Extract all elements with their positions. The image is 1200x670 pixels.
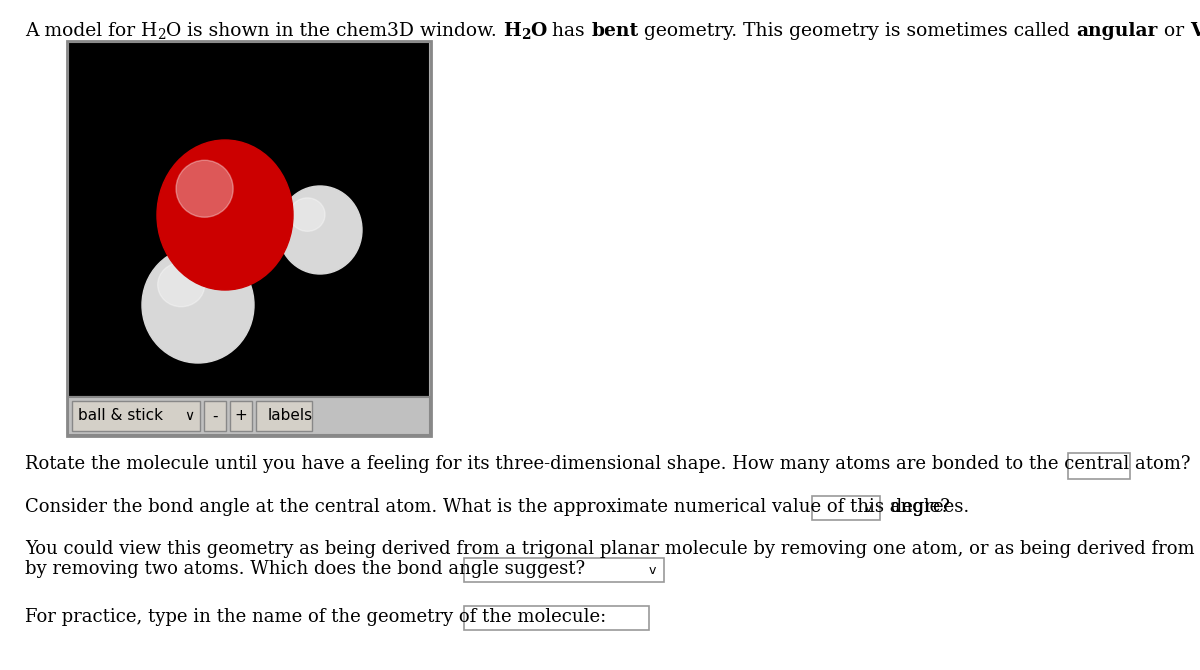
Ellipse shape — [142, 247, 254, 363]
Text: 2: 2 — [521, 28, 530, 42]
Text: 2: 2 — [157, 28, 166, 42]
Text: H: H — [142, 22, 157, 40]
Text: or: or — [1158, 22, 1189, 40]
FancyBboxPatch shape — [230, 401, 252, 431]
Text: Rotate the molecule until you have a feeling for its three-dimensional shape. Ho: Rotate the molecule until you have a fee… — [25, 455, 1190, 473]
Text: is shown in the chem3D window.: is shown in the chem3D window. — [181, 22, 503, 40]
Ellipse shape — [157, 140, 293, 290]
Text: Consider the bond angle at the central atom. What is the approximate numerical v: Consider the bond angle at the central a… — [25, 498, 950, 516]
Text: -: - — [212, 409, 217, 423]
Text: A model for: A model for — [25, 22, 142, 40]
Text: by removing two atoms. Which does the bond angle suggest?: by removing two atoms. Which does the bo… — [25, 560, 586, 578]
Text: You could view this geometry as being derived from a trigonal planar molecule by: You could view this geometry as being de… — [25, 540, 1200, 558]
FancyBboxPatch shape — [68, 397, 430, 435]
Text: ∨: ∨ — [184, 409, 194, 423]
FancyBboxPatch shape — [204, 401, 226, 431]
FancyBboxPatch shape — [72, 401, 200, 431]
Text: H: H — [503, 22, 521, 40]
Text: degrees.: degrees. — [886, 498, 970, 516]
Text: has: has — [546, 22, 592, 40]
Text: +: + — [235, 409, 247, 423]
Text: v: v — [864, 502, 871, 515]
Text: bent: bent — [592, 22, 638, 40]
Text: For practice, type in the name of the geometry of the molecule:: For practice, type in the name of the ge… — [25, 608, 606, 626]
Ellipse shape — [278, 186, 362, 274]
Text: V-shaped: V-shaped — [1189, 22, 1200, 40]
Text: v: v — [648, 563, 655, 576]
Ellipse shape — [157, 263, 205, 307]
Text: angular: angular — [1076, 22, 1158, 40]
Text: labels: labels — [268, 409, 313, 423]
Ellipse shape — [176, 160, 233, 217]
FancyBboxPatch shape — [812, 496, 880, 520]
FancyBboxPatch shape — [464, 606, 649, 630]
FancyBboxPatch shape — [1068, 453, 1130, 479]
Text: O: O — [530, 22, 546, 40]
FancyBboxPatch shape — [464, 558, 664, 582]
FancyBboxPatch shape — [68, 42, 430, 397]
Text: O: O — [166, 22, 181, 40]
Ellipse shape — [289, 198, 325, 231]
FancyBboxPatch shape — [256, 401, 312, 431]
Text: ball & stick: ball & stick — [78, 409, 163, 423]
Text: geometry. This geometry is sometimes called: geometry. This geometry is sometimes cal… — [638, 22, 1076, 40]
